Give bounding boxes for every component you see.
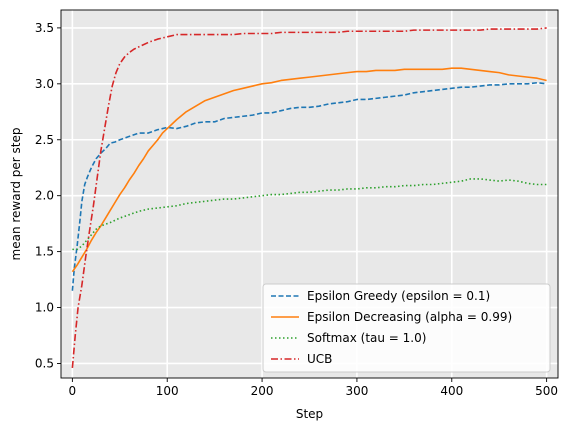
legend: Epsilon Greedy (epsilon = 0.1) Epsilon De… (262, 283, 551, 373)
legend-box (262, 283, 551, 373)
grid-lines (61, 10, 558, 378)
y-tick-label: 2.5 (35, 133, 54, 147)
axes-frame (60, 9, 559, 379)
series-line-3 (72, 178, 547, 251)
x-tick-label: 100 (156, 384, 179, 398)
legend-entry-label: Epsilon Decreasing (alpha = 0.99) (307, 310, 512, 324)
x-tick-label: 0 (69, 384, 77, 398)
axes: 0 100 200 300 400 500 0.5 1.0 1.5 2.0 2.5 3.0 3.5 (35, 9, 559, 398)
x-tick-label: 200 (251, 384, 274, 398)
x-tick-label: 300 (345, 384, 368, 398)
x-tick-label: 500 (535, 384, 558, 398)
legend-entry-label: UCB (307, 352, 332, 366)
series-line-1 (71, 81, 547, 291)
x-axis-label: Step (296, 407, 323, 421)
legend-entry-label: Softmax (tau = 1.0) (307, 331, 426, 345)
series-layer (71, 27, 547, 369)
y-tick-label: 0.5 (35, 356, 54, 370)
legend-entry-label: Epsilon Greedy (epsilon = 0.1) (307, 289, 490, 303)
series-line-2 (71, 67, 547, 273)
y-tick-label: 3.5 (35, 21, 54, 35)
x-tick-label: 400 (440, 384, 463, 398)
y-axis-label: mean reward per step (9, 128, 23, 261)
y-tick-label: 2.0 (35, 189, 54, 203)
series-line-4 (71, 27, 547, 369)
y-tick-label: 1.5 (35, 245, 54, 259)
y-tick-label: 1.0 (35, 301, 54, 315)
y-tick-label: 3.0 (35, 77, 54, 91)
